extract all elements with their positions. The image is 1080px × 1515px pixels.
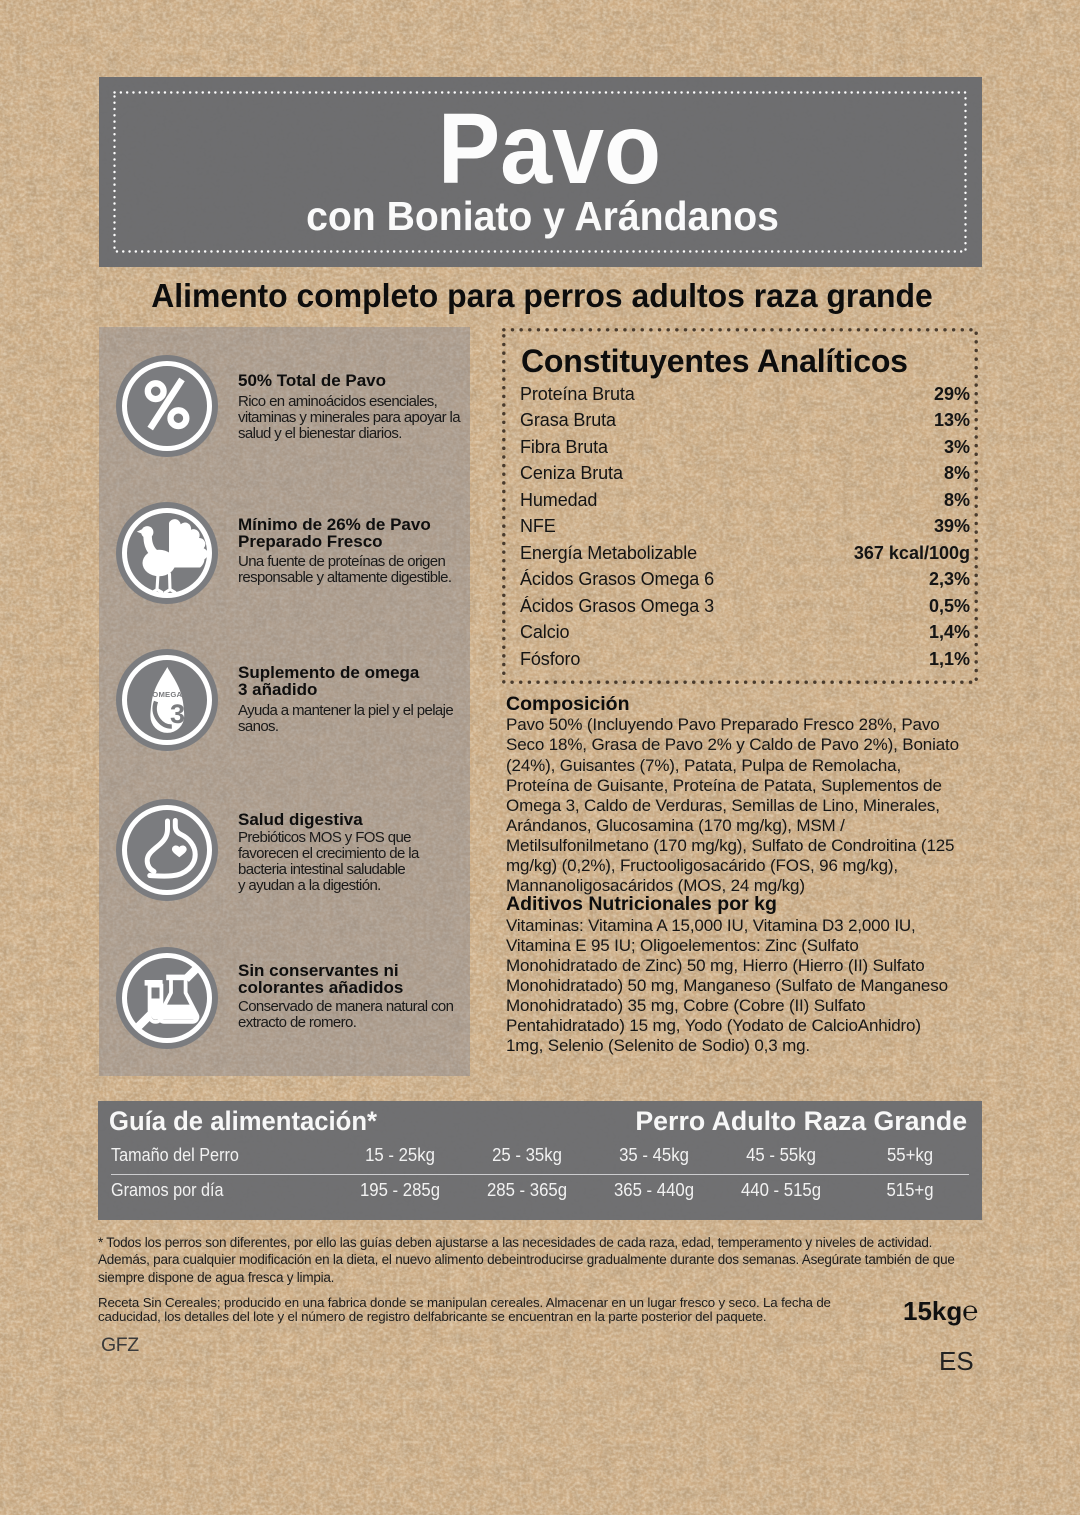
svg-text:OMEGA: OMEGA [152, 689, 182, 698]
svg-text:3: 3 [170, 699, 185, 729]
